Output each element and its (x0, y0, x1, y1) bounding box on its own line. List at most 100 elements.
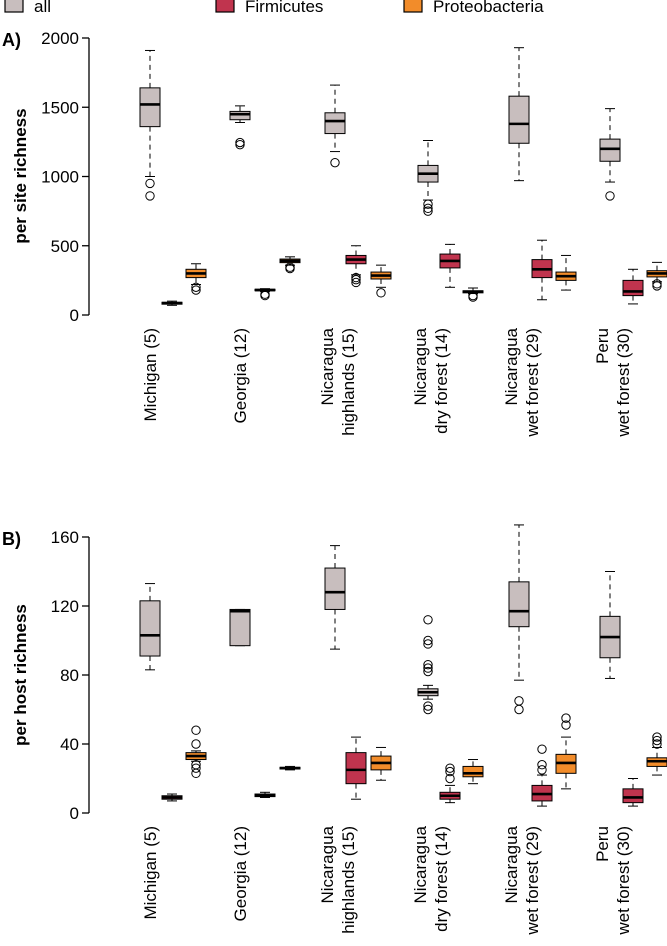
panel-b: 0 40 80 120 160 per host richness B) Michigan (… (2, 524, 667, 936)
box-proteobacteria-4 (555, 254, 577, 291)
outlier-point (235, 137, 245, 148)
box-proteobacteria-1 (279, 256, 301, 274)
outlier-point (468, 290, 478, 301)
y-tick-label: 0 (70, 306, 79, 325)
x-category-label: Nicaragua (411, 327, 430, 405)
box-body (324, 112, 346, 135)
x-category-label: Peru (593, 328, 612, 364)
x-category-label: wet forest (30) (614, 328, 633, 438)
outlier-point (445, 763, 455, 773)
x-category-label: Michigan (5) (141, 826, 160, 920)
outlier-point (514, 704, 524, 715)
box-proteobacteria-2 (370, 746, 392, 781)
outlier-point (652, 735, 662, 746)
y-tick-label: 0 (70, 804, 79, 823)
box-firmicutes-2 (345, 245, 367, 288)
outlier-point (445, 766, 455, 777)
box-body (508, 581, 530, 628)
panel-a: 0 500 1000 1500 2000 per site richness A) Michi… (2, 29, 667, 438)
outlier-point (191, 282, 201, 292)
legend-label-all: all (34, 0, 51, 16)
box-firmicutes-5 (622, 268, 644, 305)
box-body (599, 138, 621, 162)
box-all-1 (229, 105, 251, 150)
x-category-label: Nicaragua (502, 825, 521, 903)
box-proteobacteria-0 (185, 725, 207, 779)
outlier-point (191, 763, 201, 773)
box-all-2 (324, 545, 346, 650)
box-proteobacteria-4 (555, 713, 577, 790)
x-category-label: Nicaragua (318, 327, 337, 405)
outlier-point (561, 720, 571, 730)
outlier-point (423, 199, 433, 209)
box-all-5 (599, 108, 621, 201)
x-category-label: highlands (15) (339, 826, 358, 934)
outlier-point (235, 139, 245, 150)
outlier-point (145, 178, 155, 189)
box-body (139, 87, 161, 128)
outlier-point (423, 704, 433, 715)
legend: all Firmicutes Proteobacteria (4, 0, 544, 16)
outlier-point (351, 272, 361, 283)
outlier-point (330, 157, 340, 168)
x-category-label: dry forest (14) (432, 826, 451, 932)
box-proteobacteria-0 (185, 263, 207, 295)
box-body (622, 788, 644, 804)
legend-label-firmicutes: Firmicutes (245, 0, 323, 16)
outlier-point (423, 206, 433, 216)
box-proteobacteria-5 (646, 732, 667, 776)
y-tick-label: 160 (51, 528, 79, 547)
outlier-point (652, 281, 662, 291)
outlier-point (537, 744, 547, 754)
x-category-label: wet forest (29) (523, 826, 542, 936)
outlier-point (191, 760, 201, 770)
box-all-4 (508, 524, 530, 715)
box-proteobacteria-2 (370, 264, 392, 298)
x-category-label: wet forest (29) (523, 328, 542, 438)
outlier-point (423, 701, 433, 711)
box-all-0 (139, 583, 161, 671)
outlier-point (423, 663, 433, 673)
y-axis-title: per host richness (11, 604, 30, 746)
outlier-point (561, 713, 571, 723)
box-all-3 (417, 615, 439, 715)
y-tick-label: 80 (60, 666, 79, 685)
outlier-point (537, 760, 547, 770)
box-proteobacteria-3 (462, 287, 484, 302)
outlier-point (423, 666, 433, 677)
x-category-label: Nicaragua (318, 825, 337, 903)
box-firmicutes-2 (345, 736, 367, 800)
box-proteobacteria-3 (462, 759, 484, 785)
x-category-label: Nicaragua (411, 825, 430, 903)
x-category-label: dry forest (14) (432, 328, 451, 434)
box-proteobacteria-5 (646, 261, 667, 291)
x-category-label: Georgia (12) (231, 826, 250, 921)
box-all-4 (508, 47, 530, 182)
x-category-label: Nicaragua (502, 327, 521, 405)
box-body (229, 608, 251, 647)
x-category-label: highlands (15) (339, 328, 358, 436)
outlier-point (351, 277, 361, 288)
outlier-point (652, 732, 662, 742)
x-category-label: wet forest (30) (614, 826, 633, 936)
y-tick-label: 500 (51, 237, 79, 256)
box-all-5 (599, 571, 621, 679)
outlier-point (145, 191, 155, 201)
outlier-point (423, 203, 433, 214)
box-body (622, 279, 644, 297)
box-all-0 (139, 49, 161, 201)
y-tick-label: 120 (51, 597, 79, 616)
box-all-2 (324, 84, 346, 168)
box-firmicutes-5 (622, 778, 644, 807)
outlier-point (423, 615, 433, 625)
box-proteobacteria-1 (279, 765, 301, 771)
outlier-point (191, 768, 201, 779)
box-firmicutes-3 (439, 763, 461, 804)
box-body (345, 752, 367, 785)
outlier-point (423, 639, 433, 649)
legend-label-proteobacteria: Proteobacteria (433, 0, 544, 16)
box-all-1 (229, 608, 251, 647)
box-all-3 (417, 139, 439, 216)
outlier-point (285, 262, 295, 272)
